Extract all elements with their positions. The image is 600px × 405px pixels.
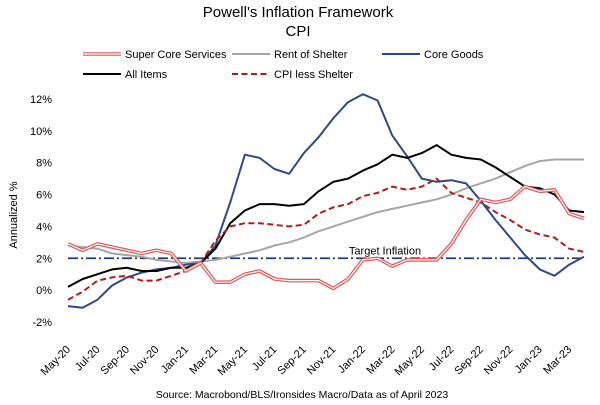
y-tick-label: 2% <box>36 253 52 265</box>
x-tick-label: Mar-23 <box>541 344 574 377</box>
legend-item-rent-of-shelter: Rent of Shelter <box>232 49 348 61</box>
x-tick-label: Nov-21 <box>305 344 339 378</box>
y-tick-label: 0% <box>36 285 52 297</box>
legend-item-all-items: All Items <box>83 69 168 81</box>
all-items-line <box>67 144 585 288</box>
y-axis-ticks: -2% 0% 2% 4% 6% 8% 10% 12% <box>30 94 52 329</box>
series-lines <box>67 93 585 309</box>
y-tick-label: 10% <box>30 126 52 138</box>
legend: Super Core Services Rent of Shelter Core G… <box>83 49 484 81</box>
x-tick-label: May-22 <box>393 344 427 378</box>
x-tick-label: Sep-20 <box>99 344 133 378</box>
legend-label: Core Goods <box>424 49 484 61</box>
x-tick-label: Nov-22 <box>482 344 516 378</box>
legend-item-cpi-less-shelter: CPI less Shelter <box>232 69 353 81</box>
core-goods-line <box>67 93 585 309</box>
target-inflation-label: Target Inflation <box>349 245 421 257</box>
legend-label: Rent of Shelter <box>274 49 348 61</box>
x-tick-label: Jan-22 <box>336 344 368 376</box>
x-tick-label: Jan-21 <box>159 344 191 376</box>
y-tick-label: 8% <box>36 158 52 170</box>
y-tick-label: -2% <box>32 317 52 329</box>
chart-title: Powell's Inflation Framework <box>203 4 394 21</box>
x-tick-label: Sep-22 <box>452 344 486 378</box>
x-tick-label: Mar-22 <box>364 344 397 377</box>
x-tick-label: May-21 <box>216 344 250 378</box>
x-tick-label: May-20 <box>39 344 73 378</box>
x-tick-label: Mar-21 <box>187 344 220 377</box>
x-tick-label: Nov-20 <box>128 344 162 378</box>
x-tick-label: Sep-21 <box>275 344 309 378</box>
chart-subtitle: CPI <box>285 23 310 40</box>
y-tick-label: 4% <box>36 221 52 233</box>
x-tick-label: Jan-23 <box>513 344 545 376</box>
y-tick-label: 6% <box>36 190 52 202</box>
legend-item-super-core-services: Super Core Services <box>83 49 227 61</box>
legend-label: All Items <box>125 69 168 81</box>
super-core-services-line-inner <box>67 186 585 290</box>
cpi-less-shelter-line <box>67 177 585 301</box>
source-note: Source: Macrobond/BLS/Ironsides Macro/Da… <box>156 389 449 400</box>
y-tick-label: 12% <box>30 94 52 106</box>
y-axis-label: Annualized % <box>8 181 20 248</box>
target-inflation: Target Inflation <box>68 245 584 260</box>
legend-label: CPI less Shelter <box>274 69 353 81</box>
x-axis-ticks: May-20 Jul-20Sep-20Nov-20Jan-21Mar-21May-… <box>39 344 575 378</box>
rent-of-shelter-line <box>67 158 584 264</box>
legend-label: Super Core Services <box>125 49 227 61</box>
legend-item-core-goods: Core Goods <box>382 49 484 61</box>
super-core-services-line <box>67 184 585 291</box>
